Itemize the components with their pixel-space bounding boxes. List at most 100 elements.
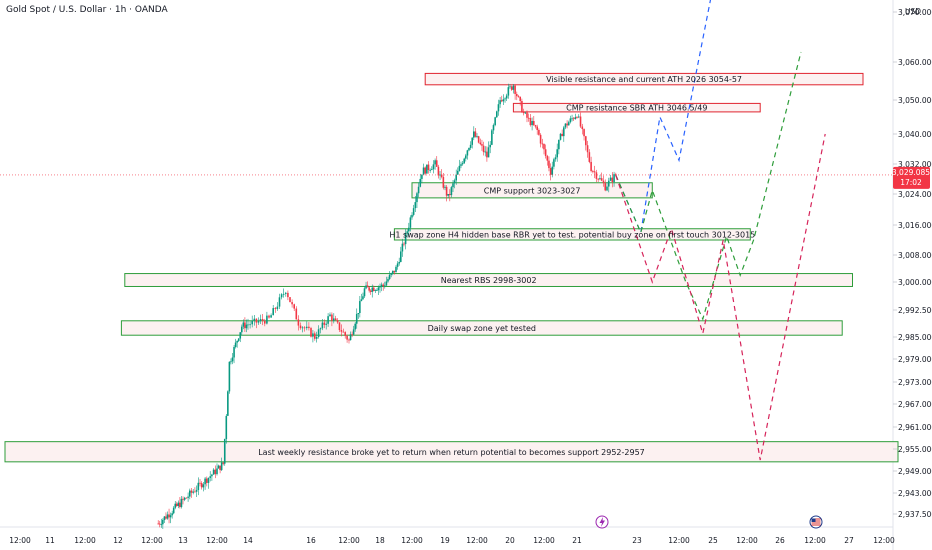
- zone-cmp[interactable]: [411, 182, 653, 199]
- time-tick-label: 12:00: [74, 536, 96, 545]
- candle-body: [369, 290, 372, 292]
- candle-body: [427, 164, 430, 171]
- zone-h1[interactable]: [393, 228, 751, 241]
- candle-body: [476, 136, 478, 138]
- candle-body: [517, 96, 520, 97]
- candle-body: [583, 129, 585, 137]
- candle-body: [585, 136, 587, 146]
- zone-label-weekly: Last weekly resistance broke yet to retu…: [258, 448, 645, 457]
- candle-body: [563, 127, 565, 137]
- zone-label-h1: H1 swap zone H4 hidden base RBR yet to t…: [389, 230, 755, 239]
- time-tick-label: 12:00: [9, 536, 31, 545]
- candle-body: [409, 217, 412, 228]
- candle-body: [190, 490, 193, 493]
- zone-daily[interactable]: [120, 320, 843, 336]
- candle-body: [171, 513, 173, 516]
- candle-body: [422, 167, 425, 175]
- candle-body: [182, 498, 184, 500]
- candle-body: [401, 243, 404, 252]
- candle-body: [437, 166, 440, 176]
- candle-body: [327, 316, 329, 324]
- time-tick-label: 26: [775, 536, 785, 545]
- zone-weekly[interactable]: [4, 441, 899, 463]
- candle-body: [431, 169, 433, 171]
- candle-body: [329, 314, 331, 317]
- candle-body: [593, 171, 596, 173]
- candle-body: [363, 288, 366, 297]
- candle-body: [597, 178, 599, 180]
- candle-body: [245, 324, 248, 329]
- candle-body: [538, 130, 540, 135]
- candle-body: [434, 160, 436, 165]
- candle-body: [172, 507, 175, 514]
- candle-body: [514, 85, 516, 95]
- candle-body: [168, 514, 170, 518]
- candle-body: [543, 143, 545, 150]
- time-tick-label: 25: [708, 536, 718, 545]
- candle-body: [257, 321, 260, 323]
- lightning-event-icon[interactable]: [595, 515, 609, 529]
- candle-body: [211, 474, 213, 477]
- candle-body: [189, 490, 191, 497]
- time-tick-label: 16: [306, 536, 316, 545]
- candle-body: [450, 187, 453, 196]
- candle-body: [408, 227, 410, 232]
- candle-body: [268, 315, 270, 318]
- candle-body: [465, 155, 467, 159]
- candle-body: [247, 324, 249, 326]
- time-axis[interactable]: 12:00 11 12:00 12 12:00 13 12:00 14 16 12:00 18 12:…: [9, 536, 895, 545]
- candle-body: [219, 465, 221, 471]
- time-tick-label: 12:00: [401, 536, 423, 545]
- candle-body: [385, 281, 388, 286]
- candle-body: [276, 306, 279, 310]
- candle-body: [463, 158, 465, 164]
- candle-body: [230, 361, 232, 363]
- candle-body: [162, 519, 164, 525]
- candle-body: [554, 157, 557, 160]
- candle-body: [536, 126, 538, 131]
- candle-body: [396, 263, 399, 267]
- candle-body: [500, 100, 503, 102]
- candle-body: [392, 270, 394, 274]
- candle-body: [388, 274, 391, 280]
- candle-body: [466, 150, 469, 156]
- candle-body: [334, 318, 337, 321]
- candle-body: [566, 123, 568, 126]
- candle-body: [342, 331, 345, 333]
- candle-body: [239, 332, 242, 339]
- price-tick-label: 3,008.000: [898, 251, 932, 260]
- candle-body: [442, 177, 445, 188]
- price-axis[interactable]: 3,070.000 3,060.000 3,050.000 3,040.000 3,03…: [893, 8, 932, 519]
- candle-body: [228, 361, 231, 392]
- candle-body: [426, 164, 428, 174]
- candle-body: [377, 287, 380, 291]
- candle-body: [412, 208, 415, 215]
- time-tick-label: 12: [113, 536, 123, 545]
- time-tick-label: 12:00: [533, 536, 555, 545]
- candle-body: [611, 177, 614, 183]
- candle-body: [541, 143, 544, 145]
- zone-rbs[interactable]: [124, 273, 854, 287]
- candle-body: [390, 273, 392, 275]
- zone-sbr[interactable]: [512, 102, 761, 113]
- time-tick-label: 18: [375, 536, 385, 545]
- candle-body: [607, 180, 610, 187]
- us-flag-event-icon[interactable]: [809, 515, 823, 529]
- candle-body: [306, 326, 308, 329]
- candle-body: [604, 183, 607, 191]
- candle-body: [301, 327, 304, 329]
- price-tick-label: 3,060.000: [898, 58, 932, 67]
- candle-body: [419, 178, 422, 187]
- candle-body: [177, 502, 180, 506]
- candle-body: [519, 96, 521, 101]
- candle-body: [477, 136, 480, 143]
- candle-body: [216, 468, 218, 475]
- candle-body: [206, 478, 208, 483]
- zone-ath[interactable]: [424, 72, 864, 86]
- candle-body: [576, 117, 578, 118]
- candle-body: [393, 270, 396, 273]
- candle-body: [325, 323, 327, 325]
- candle-body: [321, 322, 324, 329]
- time-tick-label: 14: [243, 536, 253, 545]
